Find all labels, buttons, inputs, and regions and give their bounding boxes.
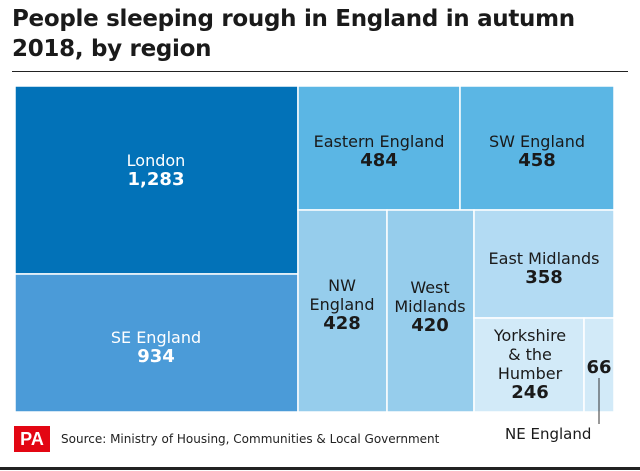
tile-west-midlands [386, 209, 475, 413]
tile-label-west-midlands-2: Midlands [394, 297, 465, 316]
tile-label-west-midlands-1: West [410, 278, 449, 297]
tile-sw-england [459, 85, 615, 211]
tile-label-yorkshire-and-the-humber-2: & the [508, 345, 552, 364]
tile-label-se-england-1: SE England [111, 328, 201, 347]
tile-label-nw-england-2: England [310, 295, 375, 314]
tile-label-yorkshire-and-the-humber-1: Yorkshire [493, 326, 566, 345]
tile-label-nw-england-1: NW [328, 276, 356, 295]
tile-label-sw-england-1: SW England [489, 132, 585, 151]
bottom-divider [0, 467, 640, 470]
pa-logo: PA [14, 426, 50, 452]
tile-nw-england [297, 209, 388, 413]
tile-value-london: 1,283 [128, 169, 185, 190]
tile-value-nw-england: 428 [323, 313, 361, 334]
tile-se-england [14, 273, 299, 413]
tile-label-yorkshire-and-the-humber-3: Humber [498, 364, 563, 383]
tile-yorkshire-and-the-humber [473, 317, 585, 413]
tile-value-eastern-england: 484 [360, 150, 398, 171]
title-divider [12, 71, 628, 72]
tile-value-se-england: 934 [137, 346, 175, 367]
ne-england-callout-label: NE England [505, 425, 592, 443]
tile-value-east-midlands: 358 [525, 267, 563, 288]
tile-value-west-midlands: 420 [411, 315, 449, 336]
tile-value-yorkshire-and-the-humber: 246 [511, 382, 549, 403]
tile-value-sw-england: 458 [518, 150, 556, 171]
tile-label-eastern-england-1: Eastern England [314, 132, 445, 151]
chart-title: People sleeping rough in England in autu… [12, 6, 575, 62]
tile-label-east-midlands-1: East Midlands [489, 249, 600, 268]
tile-label-london-1: London [127, 151, 186, 170]
tile-london [14, 85, 299, 275]
source-note: Source: Ministry of Housing, Communities… [61, 432, 440, 446]
tile-value-ne-england: 66 [586, 357, 611, 378]
tile-eastern-england [297, 85, 461, 211]
